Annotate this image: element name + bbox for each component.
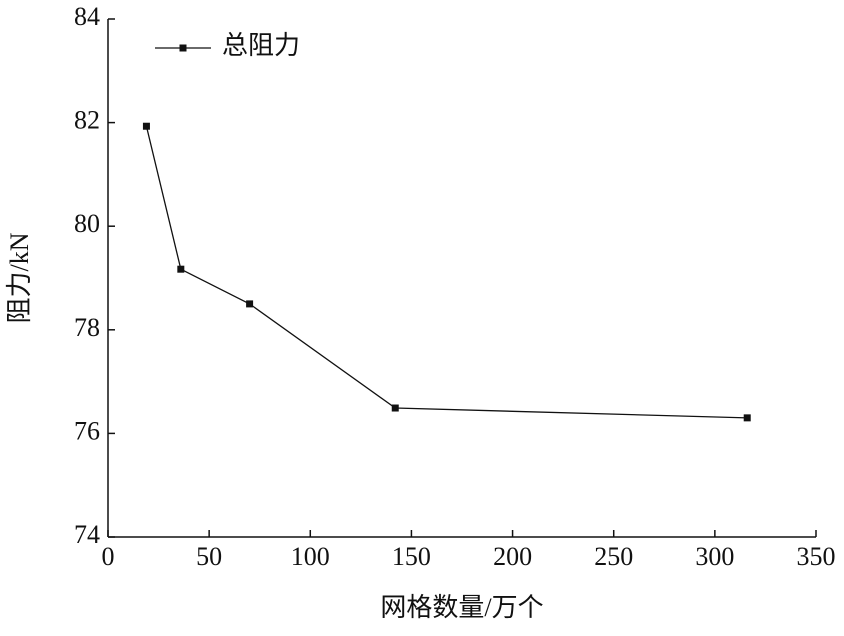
y-tick-label: 74 bbox=[74, 520, 100, 549]
x-tick-label: 350 bbox=[797, 542, 836, 571]
x-tick-label: 50 bbox=[196, 542, 222, 571]
x-tick-label: 200 bbox=[493, 542, 532, 571]
x-tick-label: 150 bbox=[392, 542, 431, 571]
point-marker bbox=[142, 122, 150, 130]
point-marker bbox=[177, 265, 185, 273]
x-tick-label: 250 bbox=[594, 542, 633, 571]
legend-marker bbox=[179, 44, 187, 52]
y-tick-label: 84 bbox=[74, 2, 100, 31]
x-tick-label: 0 bbox=[102, 542, 115, 571]
point-marker bbox=[743, 414, 751, 422]
y-tick-label: 78 bbox=[74, 313, 100, 342]
x-axis-label: 网格数量/万个 bbox=[380, 593, 543, 622]
y-tick-label: 80 bbox=[74, 209, 100, 238]
series-line bbox=[145, 126, 748, 419]
legend-label: 总阻力 bbox=[222, 31, 300, 60]
x-tick-label: 300 bbox=[695, 542, 734, 571]
point-marker bbox=[391, 404, 399, 412]
y-axis-label: 阻力/kN bbox=[5, 232, 34, 323]
point-marker bbox=[246, 300, 254, 308]
x-tick-label: 100 bbox=[291, 542, 330, 571]
y-tick-label: 76 bbox=[74, 416, 100, 445]
y-tick-label: 82 bbox=[74, 106, 100, 135]
